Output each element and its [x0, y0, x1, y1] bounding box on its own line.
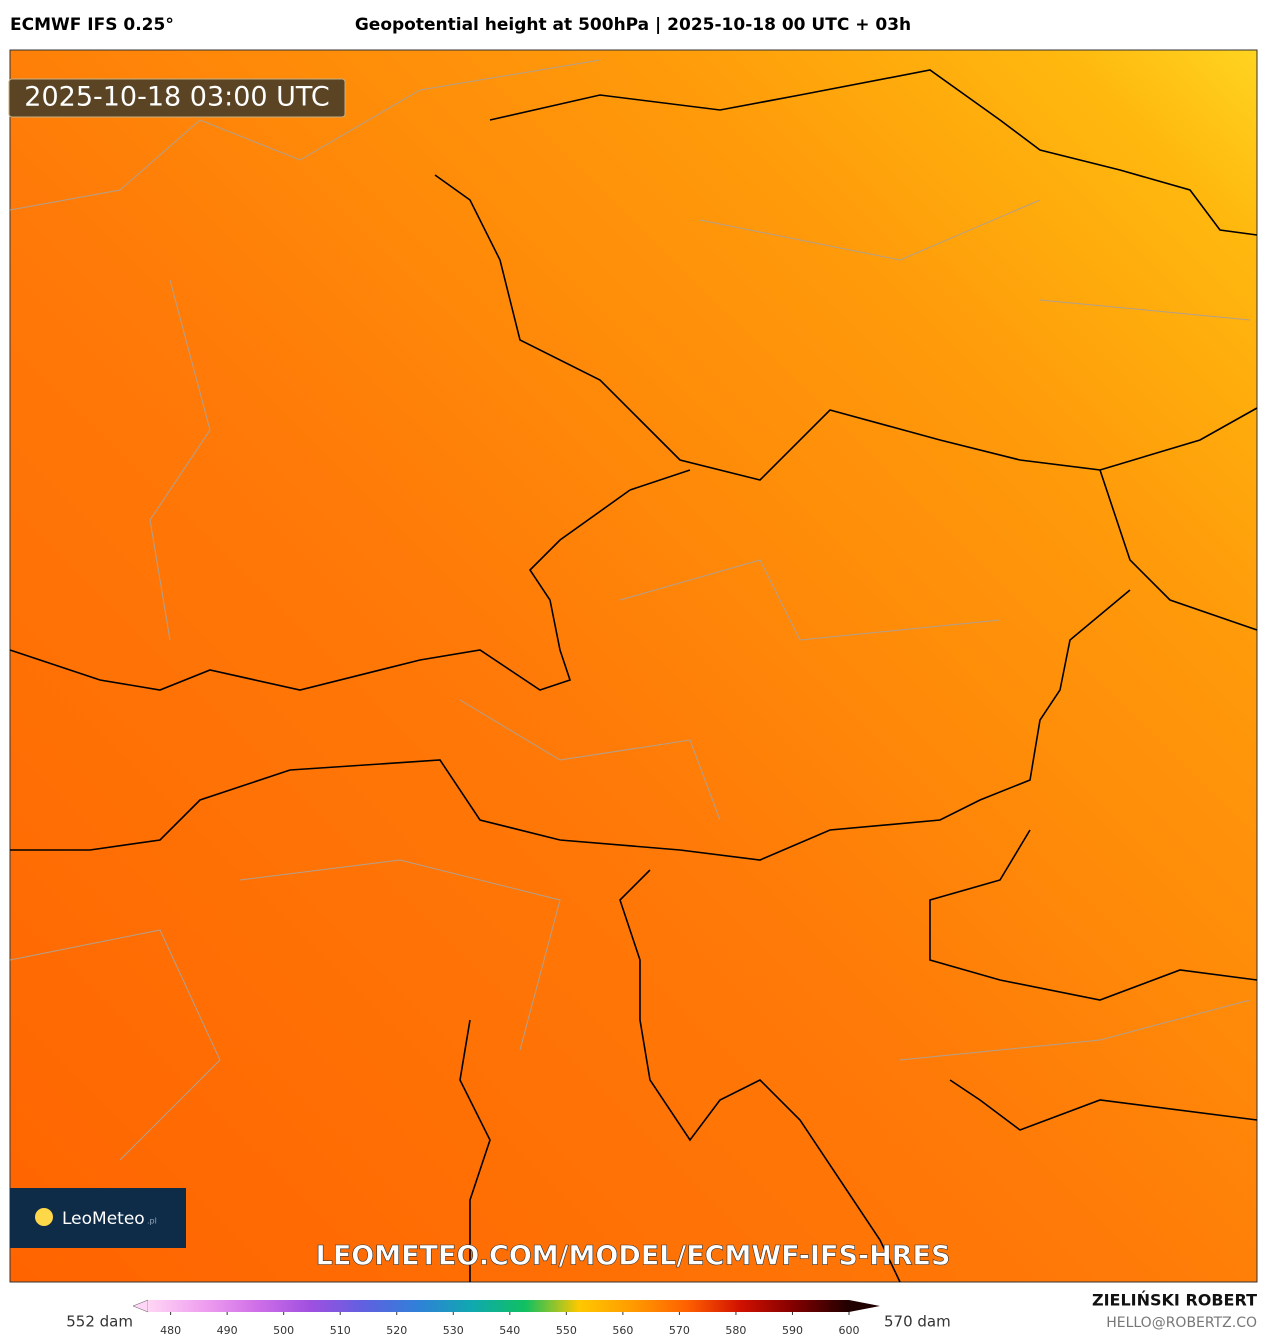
colorbar-tick-label: 560 — [612, 1324, 633, 1337]
timestamp: 2025-10-18 03:00 UTC — [24, 82, 329, 113]
legend-max-label: 570 dam — [884, 1313, 951, 1331]
colorbar — [148, 1300, 849, 1312]
colorbar-tick-label: 540 — [499, 1324, 520, 1337]
colorbar-tick-label: 570 — [669, 1324, 690, 1337]
logo-name: LeoMeteo — [62, 1209, 145, 1229]
legend-min-label: 552 dam — [66, 1313, 133, 1331]
colorbar-tick-label: 590 — [782, 1324, 803, 1337]
colorbar-tick-label: 550 — [556, 1324, 577, 1337]
colorbar-tick-label: 600 — [839, 1324, 860, 1337]
logo-sun — [35, 1208, 53, 1226]
colorbar-tick-label: 580 — [725, 1324, 746, 1337]
colorbar-tick-label: 520 — [386, 1324, 407, 1337]
colorbar-left-arrow — [132, 1299, 149, 1313]
timestamp-box — [8, 78, 346, 118]
watermark: LEOMETEO.COM/MODEL/ECMWF-IFS-HRES — [316, 1241, 951, 1272]
colorbar-tick-label: 490 — [217, 1324, 238, 1337]
colorbar-tick-label: 480 — [160, 1324, 181, 1337]
model-name: ECMWF IFS 0.25° — [10, 15, 174, 35]
map-field — [9, 49, 1258, 1283]
colorbar-tick-label: 510 — [330, 1324, 351, 1337]
colorbar-right-arrow — [849, 1300, 880, 1312]
colorbar-tick-label: 500 — [273, 1324, 294, 1337]
author: ZIELIŃSKI ROBERT — [1092, 1291, 1257, 1310]
email: HELLO@ROBERTZ.CO — [1106, 1315, 1257, 1331]
borders — [9, 59, 1258, 1283]
colorbar-tick-label: 530 — [443, 1324, 464, 1337]
logo-suffix: .pl — [147, 1217, 157, 1226]
map-title: Geopotential height at 500hPa | 2025-10-… — [355, 15, 911, 35]
